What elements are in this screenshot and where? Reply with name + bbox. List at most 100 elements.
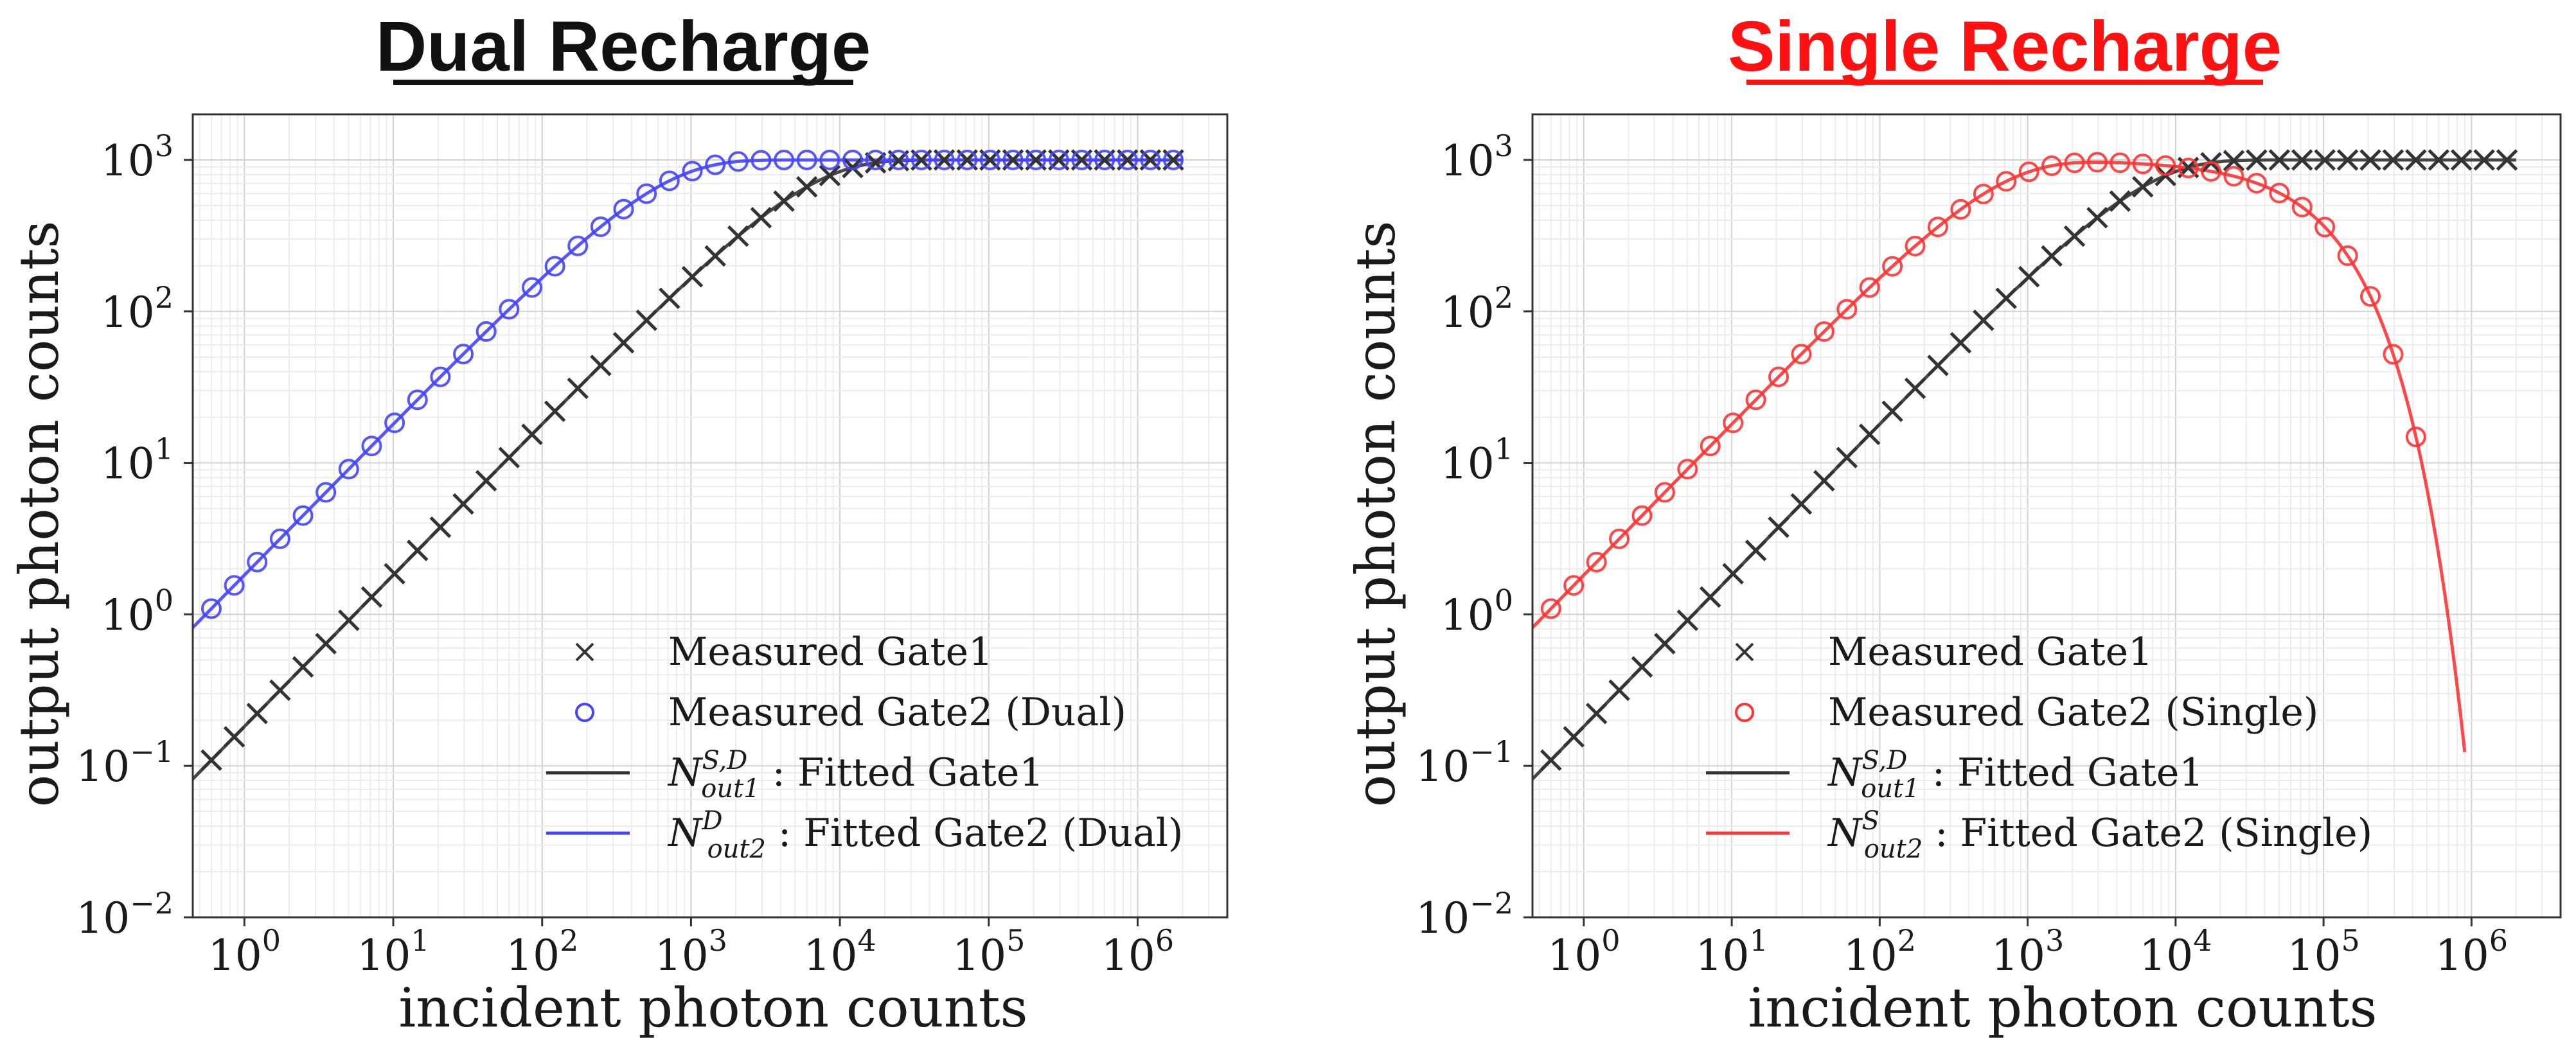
data-point-o: [1071, 149, 1092, 170]
data-point-x: [1722, 563, 1744, 585]
marker-stroke: [2132, 176, 2154, 198]
data-point-x: [750, 207, 772, 229]
data-point-o: [659, 170, 680, 191]
legend-label: NS out2 : Fitted Gate2 (Single): [1827, 806, 2372, 864]
data-point-o: [499, 299, 520, 320]
marker-stroke: [2336, 149, 2359, 171]
marker-stroke: [2382, 149, 2404, 171]
marker-stroke: [544, 400, 566, 423]
data-point-x: [635, 309, 657, 331]
chart-title: Dual Recharge: [376, 7, 871, 86]
data-point-x: [2405, 149, 2427, 171]
marker-stroke: [1995, 287, 2018, 310]
marker-stroke: [567, 377, 589, 400]
chart-panel-dual: Dual Recharge output photon counts incid…: [8, 7, 1229, 1039]
marker-stroke: [1927, 355, 1949, 376]
x-tick-label: 106: [1101, 923, 1174, 980]
legend-label: Measured Gate2 (Single): [1828, 690, 2318, 735]
data-point-x: [842, 157, 864, 179]
data-point-o: [475, 321, 497, 342]
data-point-x: [1995, 287, 2018, 310]
x-tick-label: 100: [208, 923, 281, 980]
data-point-x: [864, 152, 887, 174]
data-point-o: [338, 459, 359, 480]
marker-stroke: [521, 423, 543, 445]
data-point-x: [521, 423, 543, 445]
data-point-o: [957, 149, 978, 170]
chart-panel-single: Single Recharge output photon counts inc…: [1344, 7, 2562, 1039]
marker-stroke: [659, 287, 680, 310]
data-point-x: [2086, 207, 2108, 229]
data-point-o: [521, 277, 542, 298]
legend-label: Measured Gate2 (Dual): [668, 690, 1126, 735]
marker-stroke: [2359, 149, 2381, 171]
marker-stroke: [429, 516, 452, 538]
data-point-x: [452, 493, 474, 515]
data-point-o: [2360, 286, 2381, 307]
axes-frame: [1531, 113, 2562, 919]
data-point-o: [1048, 149, 1069, 170]
data-layer: [1532, 149, 2518, 780]
data-point-o: [2018, 161, 2039, 182]
y-tick-label: 10−1: [1416, 734, 1513, 791]
x-tick-label: 106: [2435, 923, 2508, 980]
data-point-x: [1676, 609, 1699, 631]
data-point-o: [269, 528, 290, 549]
data-point-o: [1654, 482, 1675, 503]
marker-stroke: [1722, 563, 1744, 585]
marker-stroke: [1699, 586, 1721, 608]
data-point-x: [338, 609, 360, 631]
data-point-x: [2382, 149, 2404, 171]
data-point-x: [1631, 656, 1653, 678]
data-point-o: [224, 575, 245, 596]
data-point-o: [2383, 344, 2404, 365]
data-point-o: [934, 149, 955, 170]
data-point-x: [1608, 679, 1630, 701]
data-point-x: [1973, 309, 1994, 331]
marker-stroke: [1973, 309, 1994, 331]
legend-label: Measured Gate1: [668, 630, 993, 674]
data-point-o: [200, 598, 222, 619]
data-point-o: [1723, 412, 1744, 434]
data-point-x: [1927, 355, 1949, 376]
x-tick-label: 100: [1547, 923, 1620, 980]
data-point-o: [1836, 299, 1858, 320]
marker-stroke: [1676, 609, 1699, 631]
data-point-o: [1950, 198, 1971, 220]
data-point-o: [384, 412, 405, 434]
marker-stroke: [2291, 149, 2313, 171]
data-point-x: [795, 176, 818, 198]
data-point-x: [2109, 190, 2131, 212]
grid: [1532, 114, 2561, 918]
marker-stroke: [864, 152, 887, 174]
data-point-x: [498, 446, 520, 469]
data-point-x: [1950, 331, 1972, 354]
data-point-x: [1540, 749, 1562, 771]
legend-marker-o: [1735, 703, 1754, 722]
plot-area: 100 101 102 103 104 105 106 10−2 10−1 100 101 102 10…: [1416, 113, 2562, 980]
marker-stroke: [2268, 149, 2291, 171]
x-tick-label: 104: [2139, 923, 2212, 980]
marker-stroke: [2450, 149, 2473, 171]
data-point-o: [2201, 161, 2222, 182]
data-point-x: [246, 702, 269, 725]
x-axis-label: incident photon counts: [1748, 976, 2377, 1039]
marker-stroke: [315, 633, 337, 655]
data-point-o: [1677, 459, 1698, 480]
data-point-o: [819, 149, 840, 170]
data-point-o: [751, 150, 772, 171]
marker-stroke: [842, 157, 864, 179]
x-tick-label: 101: [357, 923, 429, 980]
data-point-o: [636, 183, 657, 204]
marker-stroke: [360, 586, 383, 608]
data-point-o: [705, 154, 726, 175]
x-tick-label: 103: [655, 923, 727, 980]
data-point-x: [1836, 446, 1858, 469]
marker-stroke: [2428, 149, 2450, 171]
data-point-o: [910, 149, 932, 170]
y-tick-label: 102: [101, 280, 173, 337]
data-point-o: [727, 151, 749, 172]
data-point-o: [2291, 197, 2313, 218]
data-point-x: [1858, 423, 1881, 445]
marker-stroke: [727, 225, 749, 247]
